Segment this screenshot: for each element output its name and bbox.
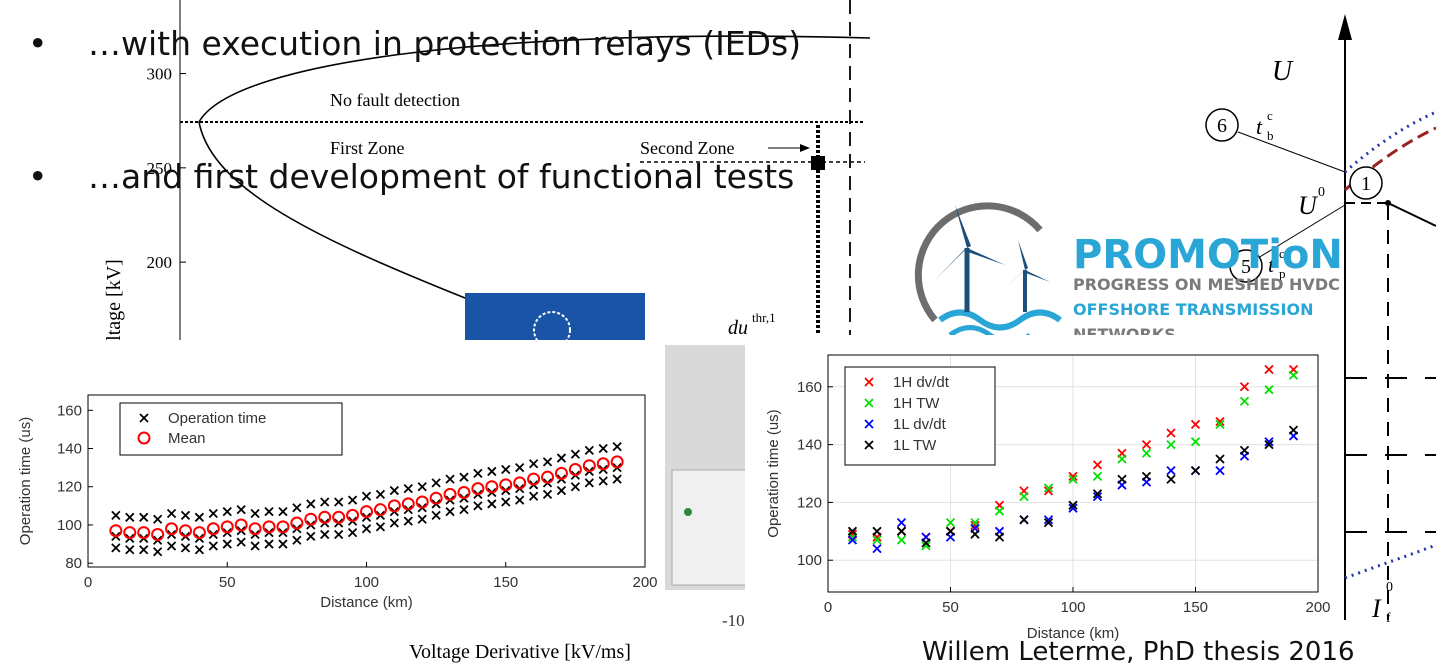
x-tick-label: 100 [1060, 599, 1085, 616]
y-tick-label: 100 [57, 517, 82, 534]
y-axis-label: ltage [kV] [103, 259, 125, 341]
legend-label: 1H dv/dt [893, 374, 950, 391]
photo-led [684, 508, 692, 516]
axis-label: U [1272, 56, 1294, 87]
legend-label: 1H TW [893, 395, 940, 412]
y-tick-label: 160 [57, 402, 82, 419]
x-tick-label: 150 [1183, 599, 1208, 616]
y-axis-label: Operation time (us) [765, 409, 782, 537]
y-tick-label: 120 [797, 494, 822, 511]
legend-label: Mean [168, 430, 206, 447]
photo-device [672, 470, 747, 585]
label: U [1298, 191, 1319, 220]
x-axis-label: Voltage Derivative [kV/ms] [409, 641, 631, 663]
y-tick-label: 140 [57, 441, 82, 458]
x-tick-label: 200 [1305, 599, 1330, 616]
y-tick-label: 120 [57, 479, 82, 496]
slide: No fault detection First Zone Second Zon… [0, 0, 1436, 671]
label: I [1371, 594, 1382, 623]
credit: Willem Leterme, PhD thesis 2016 [922, 637, 1355, 667]
bullet-text: …with execution in protection relays (IE… [88, 24, 801, 63]
y-tick-label: 140 [797, 437, 822, 454]
logo-line: OFFSHORE TRANSMISSION [1073, 300, 1313, 319]
y-tick-label: 300 [147, 65, 173, 84]
x-tick-label: 50 [942, 599, 959, 616]
bullet-mark: • [28, 24, 47, 63]
bullet-text: …and first development of functional tes… [88, 157, 794, 196]
logo-line: PROGRESS ON MESHED HVDC [1073, 275, 1340, 294]
x-tick-label: 50 [219, 574, 236, 591]
legend-label: 1L TW [893, 437, 937, 454]
annotation: thr,1 [752, 310, 776, 325]
label: 0 [1318, 185, 1325, 200]
annotation: No fault detection [330, 90, 460, 110]
x-tick-label: 150 [493, 574, 518, 591]
annotation: First Zone [330, 138, 405, 158]
label: c [1267, 108, 1273, 123]
bullet-mark: • [28, 157, 47, 196]
x-tick-label: 100 [354, 574, 379, 591]
logo-wave [940, 313, 1060, 328]
node-label: 6 [1217, 115, 1227, 137]
photo-label: -10 [722, 611, 745, 630]
node-label: 1 [1361, 173, 1371, 195]
label: 0 [1386, 580, 1393, 595]
x-axis-label: Distance (km) [320, 594, 413, 611]
y-tick-label: 80 [65, 555, 82, 572]
point [1385, 200, 1391, 206]
legend-label: Operation time [168, 410, 266, 427]
y-tick-label: 100 [797, 552, 822, 569]
y-axis-label: Operation time (us) [17, 417, 34, 545]
label: t [1256, 114, 1263, 139]
x-tick-label: 0 [824, 599, 832, 616]
x-tick-label: 200 [632, 574, 657, 591]
logo-name: PROMOTioN [1073, 232, 1343, 278]
label: b [1267, 128, 1274, 143]
y-tick-label: 200 [147, 253, 173, 272]
x-tick-label: 0 [84, 574, 92, 591]
label: f [1386, 611, 1391, 626]
chart-panel [745, 335, 1340, 655]
logo-ring [918, 206, 1040, 320]
marker [811, 156, 825, 170]
y-tick-label: 160 [797, 379, 822, 396]
kth-logo [465, 293, 645, 345]
legend-label: 1L dv/dt [893, 416, 947, 433]
annotation: Second Zone [640, 138, 734, 158]
